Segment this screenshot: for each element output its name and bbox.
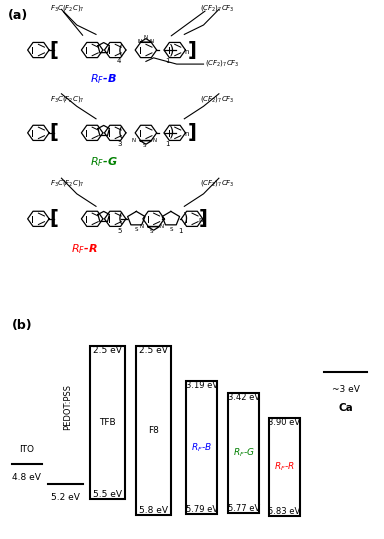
Text: PEDOT:PSS: PEDOT:PSS bbox=[63, 384, 72, 430]
Text: 4: 4 bbox=[117, 58, 121, 64]
Text: n: n bbox=[184, 49, 189, 54]
Text: N: N bbox=[152, 139, 157, 143]
Text: $R_F$-B: $R_F$-B bbox=[191, 441, 212, 454]
Text: [: [ bbox=[49, 40, 58, 59]
Text: 5.8 eV: 5.8 eV bbox=[139, 506, 168, 515]
Text: 5.77 eV: 5.77 eV bbox=[228, 504, 260, 513]
Bar bbox=[90, 346, 125, 499]
Text: $(CF_2)_7CF_3$: $(CF_2)_7CF_3$ bbox=[200, 3, 234, 13]
Text: n: n bbox=[184, 131, 189, 137]
Text: S: S bbox=[169, 227, 173, 232]
Text: (a): (a) bbox=[8, 9, 28, 23]
Text: $F_3C(F_2C)_7$: $F_3C(F_2C)_7$ bbox=[50, 3, 84, 13]
Text: (: ( bbox=[118, 212, 124, 226]
Text: ): ) bbox=[169, 126, 174, 140]
Text: $(CF_2)_7CF_3$: $(CF_2)_7CF_3$ bbox=[200, 178, 234, 188]
Text: $R_F$-R: $R_F$-R bbox=[71, 243, 98, 256]
Text: [: [ bbox=[49, 209, 58, 229]
Text: ]: ] bbox=[187, 123, 196, 142]
Text: 2.5 eV: 2.5 eV bbox=[93, 346, 122, 355]
Text: 4.8 eV: 4.8 eV bbox=[12, 473, 41, 481]
Text: $F_3C(F_2C)_7$: $F_3C(F_2C)_7$ bbox=[50, 94, 84, 104]
Text: $(CF_2)_7CF_3$: $(CF_2)_7CF_3$ bbox=[205, 58, 240, 67]
Text: 2.5 eV: 2.5 eV bbox=[139, 346, 168, 355]
Text: ]: ] bbox=[199, 209, 208, 229]
Text: $F_3C(F_2C)_7$: $F_3C(F_2C)_7$ bbox=[50, 178, 84, 188]
Text: $R_F$-R: $R_F$-R bbox=[274, 461, 295, 473]
Text: ITO: ITO bbox=[19, 446, 35, 454]
Text: n: n bbox=[198, 217, 203, 223]
Text: S: S bbox=[142, 143, 146, 148]
Text: 3: 3 bbox=[117, 141, 122, 147]
Text: (: ( bbox=[118, 126, 124, 140]
Text: 5.5 eV: 5.5 eV bbox=[93, 490, 122, 499]
Text: 1: 1 bbox=[165, 58, 170, 64]
Text: $R_F$-G: $R_F$-G bbox=[233, 447, 255, 459]
Bar bbox=[228, 393, 259, 513]
Text: ]: ] bbox=[187, 40, 196, 59]
Text: 1: 1 bbox=[165, 141, 170, 147]
Text: ): ) bbox=[169, 43, 174, 57]
Text: 3.90 eV: 3.90 eV bbox=[268, 418, 300, 427]
Text: 5.79 eV: 5.79 eV bbox=[185, 505, 218, 514]
Text: S: S bbox=[150, 229, 154, 233]
Text: F8: F8 bbox=[148, 426, 159, 435]
Text: 5.2 eV: 5.2 eV bbox=[51, 493, 80, 502]
Text: $(CF_2)_7CF_3$: $(CF_2)_7CF_3$ bbox=[200, 94, 234, 104]
Text: S: S bbox=[134, 227, 138, 232]
Text: $R_F$-G: $R_F$-G bbox=[90, 155, 118, 169]
Text: N: N bbox=[144, 36, 148, 40]
Text: 3.19 eV: 3.19 eV bbox=[185, 382, 218, 390]
Bar bbox=[186, 381, 217, 514]
Text: (: ( bbox=[118, 43, 124, 57]
Text: TFB: TFB bbox=[99, 418, 116, 427]
Text: N: N bbox=[150, 39, 154, 44]
Text: N: N bbox=[160, 224, 164, 230]
Text: (b): (b) bbox=[12, 320, 32, 333]
Text: 3.42 eV: 3.42 eV bbox=[228, 393, 260, 402]
Text: 5: 5 bbox=[117, 227, 121, 233]
Bar bbox=[269, 418, 300, 516]
Text: ): ) bbox=[183, 212, 188, 226]
Text: ~3 eV: ~3 eV bbox=[332, 385, 359, 394]
Text: N: N bbox=[131, 139, 136, 143]
Text: 1: 1 bbox=[179, 227, 183, 233]
Text: [: [ bbox=[49, 123, 58, 142]
Bar bbox=[136, 346, 171, 515]
Text: N: N bbox=[137, 39, 141, 44]
Text: $R_F$-B: $R_F$-B bbox=[90, 72, 117, 86]
Text: 5.83 eV: 5.83 eV bbox=[268, 507, 300, 516]
Text: Ca: Ca bbox=[338, 403, 353, 413]
Text: N: N bbox=[139, 224, 143, 230]
